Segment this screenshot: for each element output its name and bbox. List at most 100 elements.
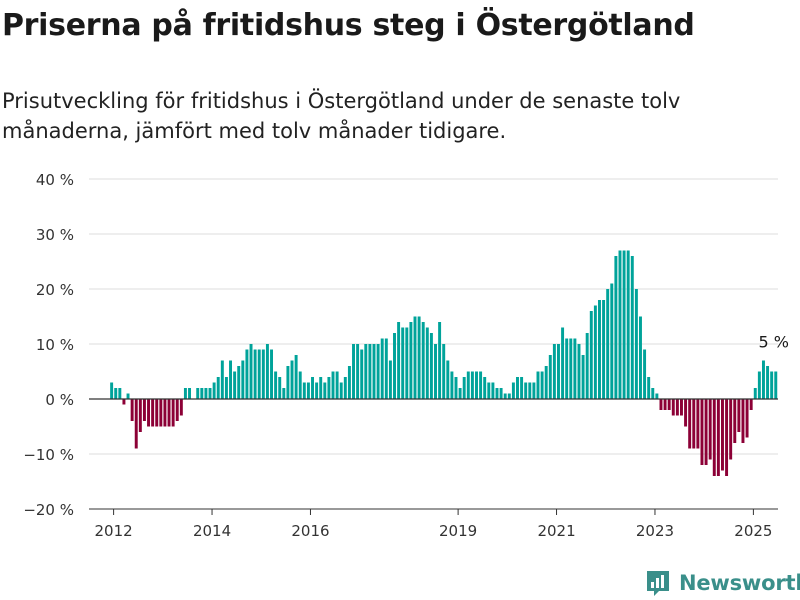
bar-positive bbox=[766, 366, 770, 399]
bar-negative bbox=[130, 399, 134, 421]
bar-positive bbox=[643, 349, 647, 399]
bar-positive bbox=[458, 388, 462, 399]
bar-positive bbox=[421, 322, 425, 399]
bar-positive bbox=[401, 327, 405, 399]
bar-negative bbox=[716, 399, 720, 476]
bar-positive bbox=[761, 360, 765, 399]
bar-positive bbox=[581, 355, 585, 399]
bar-positive bbox=[630, 256, 634, 399]
bar-positive bbox=[593, 305, 597, 399]
bar-positive bbox=[536, 371, 540, 399]
bar-negative bbox=[138, 399, 142, 432]
bar-positive bbox=[200, 388, 204, 399]
x-axis-ticks: 2012 2014 2016 2019 2021 2023 2025 bbox=[95, 509, 772, 540]
bar-positive bbox=[569, 338, 573, 399]
bar-positive bbox=[503, 393, 507, 399]
bar-negative bbox=[179, 399, 183, 416]
bar-positive bbox=[212, 382, 216, 399]
y-axis-ticks: −20 % −10 % 0 % 10 % 20 % 30 % 40 % bbox=[23, 171, 74, 519]
bar-negative bbox=[151, 399, 155, 427]
bar-positive bbox=[249, 344, 253, 399]
bar-positive bbox=[655, 393, 659, 399]
bar-positive bbox=[196, 388, 200, 399]
bar-negative bbox=[163, 399, 167, 427]
bar-positive bbox=[327, 377, 331, 399]
bar-positive bbox=[516, 377, 519, 399]
bar-positive bbox=[552, 344, 556, 399]
bar-negative bbox=[692, 399, 696, 449]
bar-positive bbox=[634, 289, 638, 399]
bar-positive bbox=[577, 344, 581, 399]
bar-positive bbox=[548, 355, 552, 399]
x-tick-label: 2014 bbox=[193, 522, 231, 540]
bar-positive bbox=[118, 388, 122, 399]
bar-positive bbox=[278, 377, 282, 399]
bar-positive bbox=[237, 366, 241, 399]
y-tick-label: −10 % bbox=[23, 446, 74, 464]
y-tick-label: 40 % bbox=[36, 171, 74, 189]
bar-positive bbox=[495, 388, 499, 399]
bar-positive bbox=[491, 382, 495, 399]
bar-positive bbox=[524, 382, 528, 399]
bar-positive bbox=[204, 388, 208, 399]
bar-positive bbox=[434, 344, 437, 399]
axes bbox=[89, 398, 778, 510]
bar-negative bbox=[175, 399, 179, 421]
x-tick-label: 2016 bbox=[291, 522, 329, 540]
bar-positive bbox=[413, 316, 417, 399]
bar-positive bbox=[208, 388, 212, 399]
bar-positive bbox=[647, 377, 651, 399]
bar-positive bbox=[364, 344, 368, 399]
bar-negative bbox=[749, 399, 753, 410]
bar-negative bbox=[704, 399, 708, 465]
bar-positive bbox=[770, 371, 774, 399]
bar-positive bbox=[306, 382, 310, 399]
bar-positive bbox=[397, 322, 401, 399]
bar-positive bbox=[241, 360, 245, 399]
bar-negative bbox=[688, 399, 692, 449]
bar-negative bbox=[725, 399, 729, 476]
bar-positive bbox=[602, 300, 606, 399]
bar-positive bbox=[220, 360, 224, 399]
x-tick-label: 2025 bbox=[734, 522, 772, 540]
bar-negative bbox=[745, 399, 749, 438]
bar-positive bbox=[450, 371, 454, 399]
bar-positive bbox=[429, 333, 433, 399]
bar-negative bbox=[741, 399, 745, 443]
bar-negative bbox=[171, 399, 175, 427]
bar-positive bbox=[368, 344, 372, 399]
y-tick-label: 10 % bbox=[36, 336, 74, 354]
bar-positive bbox=[507, 393, 511, 399]
bar-positive bbox=[224, 377, 228, 399]
bar-negative bbox=[708, 399, 712, 460]
bar-positive bbox=[528, 382, 532, 399]
bar-positive bbox=[598, 300, 601, 399]
bar-positive bbox=[532, 382, 536, 399]
newsworthy-logo[interactable]: Newsworthy bbox=[645, 567, 800, 599]
latest-value-label: 5 % bbox=[759, 333, 789, 352]
grid-lines bbox=[89, 178, 778, 510]
bar-negative bbox=[134, 399, 138, 449]
bar-positive bbox=[265, 344, 269, 399]
bar-positive bbox=[540, 371, 544, 399]
bar-positive bbox=[479, 371, 483, 399]
bar-positive bbox=[294, 355, 298, 399]
bar-positive bbox=[393, 333, 396, 399]
bar-positive bbox=[585, 333, 589, 399]
bar-positive bbox=[475, 371, 478, 399]
bar-positive bbox=[618, 250, 622, 399]
bar-negative bbox=[700, 399, 704, 465]
chart-title: Priserna på fritidshus steg i Östergötla… bbox=[2, 8, 695, 43]
bar-negative bbox=[712, 399, 716, 476]
bar-positive bbox=[380, 338, 384, 399]
bar-negative bbox=[684, 399, 688, 427]
bar-positive bbox=[356, 344, 360, 399]
bar-positive bbox=[405, 327, 409, 399]
bar-negative bbox=[696, 399, 700, 449]
bar-positive bbox=[454, 377, 458, 399]
bar-positive bbox=[757, 371, 761, 399]
newsworthy-logo-text: Newsworthy bbox=[679, 571, 800, 595]
bar-positive bbox=[753, 388, 757, 399]
bar-positive bbox=[290, 360, 294, 399]
bar-positive bbox=[331, 371, 335, 399]
